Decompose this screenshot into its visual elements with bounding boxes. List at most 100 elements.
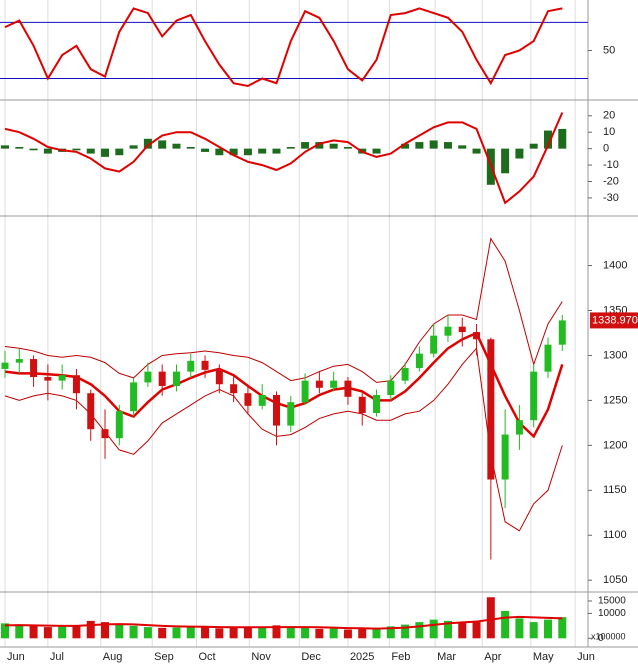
y-tick-label: 1300 bbox=[603, 349, 627, 361]
x-tick-label: Apr bbox=[484, 651, 501, 663]
candle-body bbox=[72, 375, 80, 394]
volume-bar bbox=[458, 622, 467, 639]
histogram-bar bbox=[86, 148, 95, 154]
volume-bar bbox=[43, 627, 52, 639]
candle-body bbox=[330, 380, 338, 388]
candle-body bbox=[558, 320, 566, 345]
histogram-bar bbox=[529, 143, 538, 149]
histogram-bar bbox=[101, 148, 110, 157]
volume-bar bbox=[229, 627, 238, 639]
histogram-bar bbox=[272, 148, 281, 154]
stochastic-line bbox=[4, 7, 563, 88]
unit-label: x100000 bbox=[591, 631, 626, 641]
volume-bar bbox=[215, 628, 224, 639]
x-tick-label: Mar bbox=[437, 651, 456, 663]
candle-body bbox=[230, 384, 238, 394]
histogram-bar bbox=[72, 148, 81, 151]
volume-bar bbox=[501, 610, 510, 639]
y-tick-label: 10 bbox=[603, 126, 615, 138]
histogram-bar bbox=[558, 128, 567, 149]
volume-bar bbox=[472, 620, 481, 639]
volume-bar bbox=[286, 626, 295, 639]
candle-body bbox=[201, 360, 209, 370]
histogram-bar bbox=[215, 148, 224, 156]
histogram-bar bbox=[258, 148, 267, 154]
volume-bar bbox=[72, 625, 81, 639]
candle-body bbox=[344, 380, 352, 397]
histogram-bar bbox=[501, 148, 510, 174]
volume-bar bbox=[529, 622, 538, 639]
volume-bar bbox=[29, 625, 38, 639]
histogram-bar bbox=[143, 138, 152, 149]
volume-bar bbox=[329, 628, 338, 639]
volume-bar bbox=[186, 626, 195, 639]
histogram-bar bbox=[129, 145, 138, 149]
candle-body bbox=[415, 353, 423, 369]
x-tick-label: Jul bbox=[50, 651, 64, 663]
volume-bar bbox=[129, 625, 138, 639]
candle-body bbox=[358, 396, 366, 413]
candle-body bbox=[487, 339, 495, 480]
y-tick-label: 1200 bbox=[603, 439, 627, 451]
price-label: 1338.970 bbox=[592, 314, 638, 326]
y-tick-label: 1050 bbox=[603, 574, 627, 586]
volume-bar bbox=[158, 627, 167, 639]
candle-body bbox=[444, 326, 452, 336]
candle-body bbox=[172, 371, 180, 387]
volume-bar bbox=[543, 619, 552, 639]
histogram-bar bbox=[543, 130, 552, 149]
candle-body bbox=[501, 434, 509, 480]
candle-body bbox=[130, 382, 138, 412]
histogram-bar bbox=[1, 145, 10, 149]
histogram-bar bbox=[415, 142, 424, 149]
volume-bar bbox=[386, 626, 395, 639]
candle-body bbox=[158, 371, 166, 387]
x-tick-label: Feb bbox=[391, 651, 410, 663]
histogram-bar bbox=[186, 147, 195, 149]
overlay-line bbox=[4, 347, 563, 532]
volume-bar bbox=[558, 617, 567, 639]
volume-bar bbox=[401, 624, 410, 639]
volume-bar bbox=[15, 624, 24, 639]
volume-bar bbox=[172, 627, 181, 639]
macd-line bbox=[4, 112, 564, 205]
candle-body bbox=[301, 380, 309, 403]
y-tick-label: -20 bbox=[603, 175, 619, 187]
candle-body bbox=[458, 326, 466, 333]
histogram-bar bbox=[115, 148, 124, 156]
histogram-bar bbox=[329, 143, 338, 149]
candle-body bbox=[430, 335, 438, 354]
volume-bar bbox=[115, 624, 124, 639]
volume-bar bbox=[243, 626, 252, 639]
volume-bar bbox=[343, 629, 352, 639]
volume-bar bbox=[86, 620, 95, 639]
volume-bar bbox=[429, 619, 438, 639]
volume-bar bbox=[301, 627, 310, 639]
histogram-bar bbox=[458, 145, 467, 149]
candle-body bbox=[387, 380, 395, 396]
y-tick-label: 15000 bbox=[598, 596, 626, 607]
histogram-bar bbox=[243, 148, 252, 156]
overlay-line bbox=[4, 237, 563, 383]
volume-bar bbox=[201, 627, 210, 639]
y-tick-label: 1250 bbox=[603, 394, 627, 406]
volume-ma-line bbox=[4, 615, 563, 630]
x-tick-label: 2025 bbox=[350, 651, 374, 663]
candle-body bbox=[315, 380, 323, 388]
y-tick-label: 1150 bbox=[603, 484, 627, 496]
histogram-bar bbox=[372, 148, 381, 154]
volume-bar bbox=[358, 628, 367, 639]
histogram-bar bbox=[201, 148, 210, 152]
candle-body bbox=[58, 375, 66, 381]
y-tick-label: 0 bbox=[603, 143, 609, 155]
candle-body bbox=[287, 402, 295, 426]
histogram-bar bbox=[43, 148, 52, 154]
volume-bar bbox=[486, 597, 495, 639]
y-tick-label: 10000 bbox=[598, 608, 626, 619]
x-tick-label: Dec bbox=[301, 651, 321, 663]
histogram-bar bbox=[401, 143, 410, 149]
volume-bar bbox=[272, 625, 281, 639]
volume-bar bbox=[1, 623, 10, 639]
histogram-bar bbox=[172, 143, 181, 149]
